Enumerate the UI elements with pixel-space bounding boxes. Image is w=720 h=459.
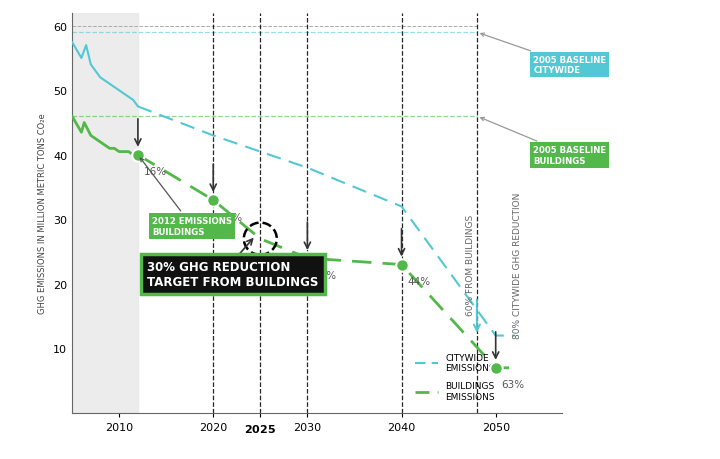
Text: 26%: 26% — [219, 212, 242, 222]
Text: 2012 EMISSIONS
BUILDINGS: 2012 EMISSIONS BUILDINGS — [140, 159, 232, 236]
Text: 63%: 63% — [501, 380, 524, 390]
Y-axis label: GHG EMISSIONS IN MILLION METRIC TONS CO₂e: GHG EMISSIONS IN MILLION METRIC TONS CO₂… — [38, 113, 48, 313]
Text: 60% FROM BUILDINGS: 60% FROM BUILDINGS — [466, 214, 474, 315]
Bar — [72, 14, 138, 413]
Text: 2005 BASELINE
BUILDINGS: 2005 BASELINE BUILDINGS — [481, 118, 606, 165]
Text: 2005 BASELINE
CITYWIDE: 2005 BASELINE CITYWIDE — [481, 34, 606, 75]
Legend: CITYWIDE
EMISSIONS, BUILDINGS
EMISSIONS: CITYWIDE EMISSIONS, BUILDINGS EMISSIONS — [412, 350, 498, 404]
Text: 16%: 16% — [143, 167, 167, 177]
Text: 30% GHG REDUCTION
TARGET FROM BUILDINGS: 30% GHG REDUCTION TARGET FROM BUILDINGS — [148, 261, 319, 289]
Text: 42%: 42% — [313, 270, 336, 280]
Text: 80% CITYWIDE GHG REDUCTION: 80% CITYWIDE GHG REDUCTION — [513, 192, 522, 338]
Text: 44%: 44% — [408, 277, 431, 286]
